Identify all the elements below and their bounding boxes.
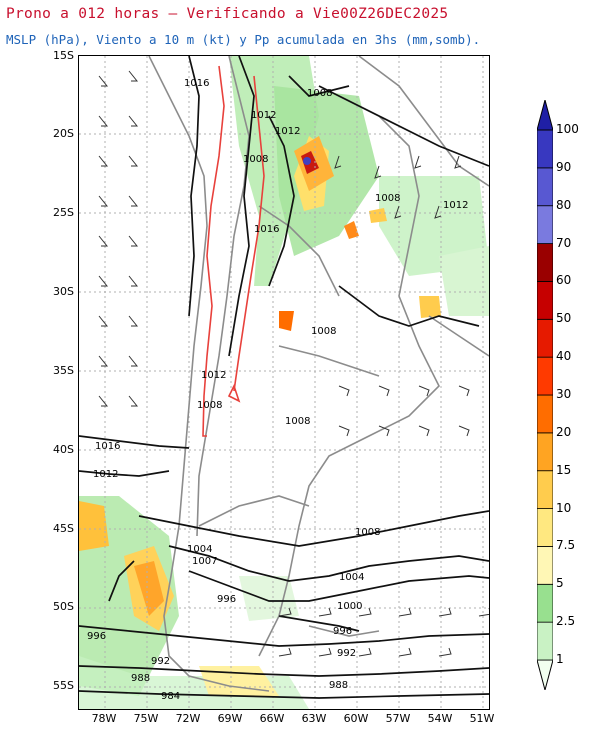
colorbar-cell xyxy=(537,583,553,623)
colorbar-label: 40 xyxy=(556,349,572,364)
map-title: Prono a 012 horas — Verificando a Vie00Z… xyxy=(6,6,449,22)
colorbar-label: 90 xyxy=(556,159,572,174)
isobar-label: 1007 xyxy=(192,556,217,567)
colorbar-cell xyxy=(537,318,553,358)
colorbar-cell xyxy=(537,243,553,282)
isobar-label: 1012 xyxy=(275,126,300,137)
colorbar-label: 70 xyxy=(556,235,572,250)
isobar-label: 1016 xyxy=(254,224,279,235)
isobar-label: 1008 xyxy=(307,88,332,99)
precip-colorbar xyxy=(537,100,553,690)
colorbar-cell xyxy=(537,394,553,434)
colorbar-label: 15 xyxy=(556,462,572,477)
isobar-label: 1008 xyxy=(311,326,336,337)
lat-label: 30S xyxy=(53,285,74,298)
colorbar-label: 5 xyxy=(556,576,564,591)
isobar-label: 1004 xyxy=(187,544,212,555)
isobar-label: 988 xyxy=(131,673,150,684)
isobar-label: 1000 xyxy=(337,601,362,612)
colorbar-cell xyxy=(537,129,553,169)
wind-barbs xyxy=(98,70,489,657)
colorbar-label: 30 xyxy=(556,387,572,401)
colorbar-label: 100 xyxy=(556,122,579,136)
colorbar-cell xyxy=(537,167,553,207)
colorbar-label: 20 xyxy=(556,424,572,439)
isobar-label: 1008 xyxy=(243,154,268,165)
colorbar-cell xyxy=(537,621,553,661)
lon-label: 75W xyxy=(133,712,159,725)
lat-label: 25S xyxy=(53,206,74,219)
isobar-label: 992 xyxy=(337,648,356,659)
isobar-label: 1008 xyxy=(375,193,400,204)
colorbar-cell xyxy=(537,281,553,320)
isobar-label: 1016 xyxy=(184,78,209,89)
isobar-label: 1008 xyxy=(355,527,380,538)
isobar-label: 984 xyxy=(161,691,180,702)
lon-label: 66W xyxy=(259,712,285,725)
isobar-label: 1012 xyxy=(251,110,276,121)
colorbar-cell xyxy=(537,100,553,131)
lat-label: 45S xyxy=(53,522,74,535)
precipitation-shading xyxy=(79,56,489,709)
colorbar-label: 10 xyxy=(556,500,572,515)
colorbar-cell xyxy=(537,659,553,690)
colorbar-label: 7.5 xyxy=(556,538,576,553)
isobar-label: 1004 xyxy=(339,572,364,583)
isobar-label: 988 xyxy=(329,680,348,691)
lon-label: 54W xyxy=(427,712,453,725)
isobar-label: 1012 xyxy=(201,370,226,381)
isobar-label: 1016 xyxy=(95,441,120,452)
colorbar-label: 80 xyxy=(556,197,572,212)
lon-label: 51W xyxy=(469,712,495,725)
lat-label: 35S xyxy=(53,364,74,377)
colorbar-cell xyxy=(537,508,553,547)
lat-label: 40S xyxy=(53,443,74,456)
lon-label: 69W xyxy=(217,712,243,725)
colorbar-cell xyxy=(537,546,553,585)
colorbar-label: 60 xyxy=(556,273,572,288)
colorbar-label: 2.5 xyxy=(556,614,576,629)
isobars xyxy=(79,56,489,699)
map-canvas: 1016 1008 1012 1012 1008 1008 1012 1016 … xyxy=(79,56,489,709)
isobar-label: 996 xyxy=(87,631,106,642)
lon-label: 63W xyxy=(301,712,327,725)
lat-label: 50S xyxy=(53,600,74,613)
isobar-label: 1012 xyxy=(93,469,118,480)
colorbar-cell xyxy=(537,205,553,244)
map-subtitle: MSLP (hPa), Viento a 10 m (kt) y Pp acum… xyxy=(6,32,481,47)
lon-label: 72W xyxy=(175,712,201,725)
isobar-label: 1008 xyxy=(197,400,222,411)
colorbar-label: 50 xyxy=(556,311,572,326)
forecast-map: 1016 1008 1012 1012 1008 1008 1012 1016 … xyxy=(78,55,490,710)
lat-label: 55S xyxy=(53,679,74,692)
lon-label: 57W xyxy=(385,712,411,725)
colorbar-cell xyxy=(537,470,553,509)
red-contours xyxy=(202,65,265,437)
isobar-label: 996 xyxy=(217,594,236,605)
colorbar-label: 1 xyxy=(556,652,564,666)
colorbar-cell xyxy=(537,432,553,472)
isobar-labels: 1016 1008 1012 1012 1008 1008 1012 1016 … xyxy=(87,78,468,702)
lon-label: 60W xyxy=(343,712,369,725)
isobar-label: 992 xyxy=(151,656,170,667)
colorbar-cell xyxy=(537,356,553,396)
graticule xyxy=(79,56,489,709)
lat-label: 15S xyxy=(53,49,74,62)
lat-label: 20S xyxy=(53,127,74,140)
isobar-label: 1012 xyxy=(443,200,468,211)
isobar-label: 996 xyxy=(333,626,352,637)
lon-label: 78W xyxy=(91,712,117,725)
isobar-label: 1008 xyxy=(285,416,310,427)
